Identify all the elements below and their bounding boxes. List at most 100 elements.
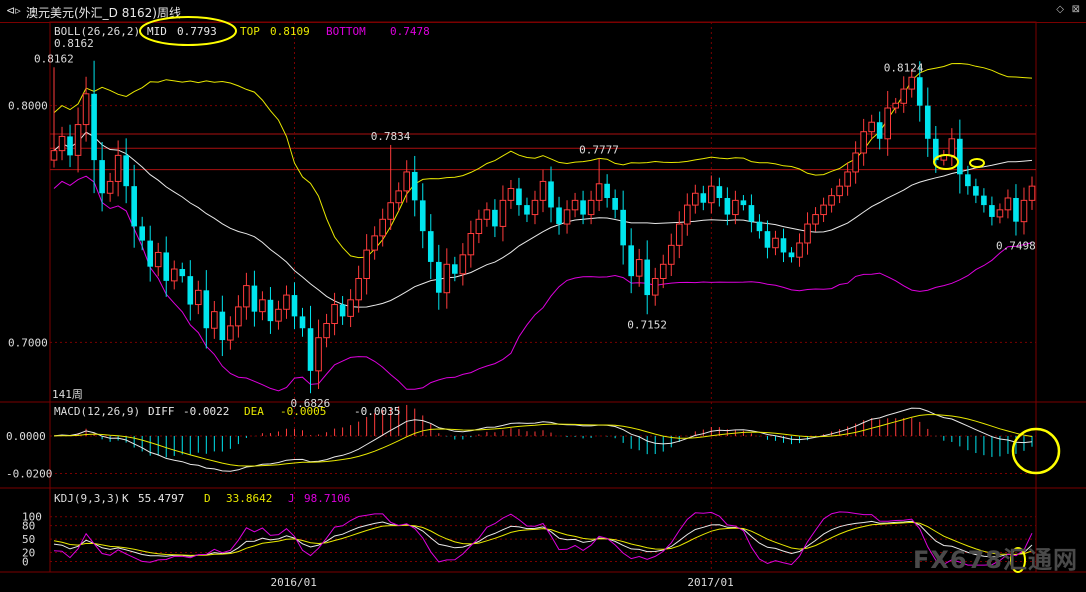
candle-body: [347, 299, 354, 317]
bottom-legend-label: BOTTOM: [326, 25, 366, 38]
high-price-label: 0.8162: [34, 52, 74, 65]
candle-body: [644, 259, 651, 296]
candle-body: [659, 263, 667, 280]
candle-body: [259, 299, 266, 313]
y-tick-label: 80: [22, 520, 35, 533]
candle-body: [58, 135, 66, 152]
boll-mid-line: [53, 131, 1033, 308]
candle-body: [275, 308, 282, 322]
candle-body: [692, 192, 699, 206]
macd-legend-label: MACD(12,26,9): [54, 405, 140, 418]
candle-body: [587, 199, 595, 216]
candle-body: [973, 186, 979, 196]
candle-body: [194, 289, 202, 306]
macd-diff-line: [53, 407, 1033, 472]
candle-body: [667, 244, 675, 265]
candle-body: [299, 316, 306, 329]
candle-body: [531, 199, 539, 216]
close-icon[interactable]: ⊠: [1071, 4, 1080, 15]
high-price-label: 0.7834: [371, 130, 411, 143]
annotation-circle: [1010, 547, 1026, 573]
candle-body: [187, 276, 194, 305]
high-price-label: 0.8162: [54, 37, 94, 50]
candle-body: [459, 254, 467, 275]
mid-legend-label: MID: [147, 25, 167, 38]
d-legend-label: D: [204, 492, 211, 505]
candle-body: [700, 193, 707, 203]
candle-body: [989, 205, 995, 217]
window-options-icon[interactable]: ◇: [1056, 4, 1064, 15]
candle-body: [580, 200, 586, 215]
y-tick-label: 50: [22, 533, 35, 546]
candle-body: [99, 160, 105, 194]
candle-body: [114, 154, 122, 182]
y-tick-label: 0.7000: [8, 336, 48, 349]
macd-dea-line: [53, 414, 1033, 467]
x-tick-label: 2017/01: [687, 576, 733, 589]
candle-body: [571, 199, 579, 211]
candle-body: [435, 261, 442, 293]
candle-body: [123, 155, 129, 187]
candle-body: [91, 93, 97, 161]
j-legend-value: 98.7106: [304, 492, 350, 505]
candle-body: [307, 328, 314, 371]
candle-body: [804, 223, 811, 244]
candle-body: [131, 186, 137, 227]
annotation-circle: [969, 158, 985, 168]
candle-body: [916, 77, 923, 106]
bottom-legend-value: 0.7478: [390, 25, 430, 38]
candle-body: [403, 171, 411, 192]
k-legend-value: 55.4797: [138, 492, 184, 505]
candle-body: [748, 205, 755, 222]
candle-body: [612, 197, 618, 210]
candle-body: [203, 290, 210, 329]
candle-body: [323, 322, 330, 339]
candle-body: [595, 183, 603, 201]
y-tick-label: 100: [22, 511, 42, 524]
candle-body: [267, 299, 274, 322]
candle-body: [524, 205, 530, 215]
candle-body: [957, 138, 963, 175]
candle-body: [628, 245, 634, 277]
low-price-label: 0.7152: [627, 318, 667, 331]
candle-body: [876, 122, 883, 139]
candle-body: [50, 150, 58, 161]
candle-body: [620, 209, 626, 246]
candle-body: [283, 294, 290, 310]
candle-body: [884, 107, 892, 140]
diff-legend-label: DIFF: [148, 405, 175, 418]
candle-body: [467, 233, 475, 256]
candle-body: [427, 231, 434, 262]
candle-body: [251, 285, 258, 312]
candle-body: [227, 325, 234, 341]
d-legend-value: 33.8642: [226, 492, 272, 505]
y-tick-label: 0: [22, 556, 29, 569]
candle-body: [604, 183, 610, 198]
candle-body: [154, 251, 162, 268]
candle-body: [452, 264, 458, 274]
candle-body: [492, 209, 498, 227]
candle-body: [179, 269, 186, 277]
candle-body: [387, 202, 394, 220]
candle-body: [339, 304, 346, 317]
candle-body: [1004, 197, 1012, 211]
annotation-circle: [139, 16, 237, 46]
y-tick-label: 20: [22, 547, 35, 560]
kdj-j-line: [53, 511, 1033, 566]
candle-body: [499, 199, 507, 227]
candle-body: [74, 124, 82, 156]
boll-bottom-line: [53, 175, 1033, 392]
candle-body: [243, 285, 250, 308]
back-arrow-icon[interactable]: ⊲▹: [6, 4, 21, 17]
candle-body: [852, 152, 859, 173]
annotation-circle: [1011, 427, 1061, 475]
candle-body: [860, 131, 867, 154]
candle-body: [363, 249, 370, 280]
candle-body: [163, 252, 170, 281]
candle-body: [443, 263, 451, 294]
candle-body: [379, 218, 386, 237]
candle-body: [732, 199, 739, 216]
candle-body: [932, 138, 939, 161]
candle-body: [772, 237, 779, 249]
